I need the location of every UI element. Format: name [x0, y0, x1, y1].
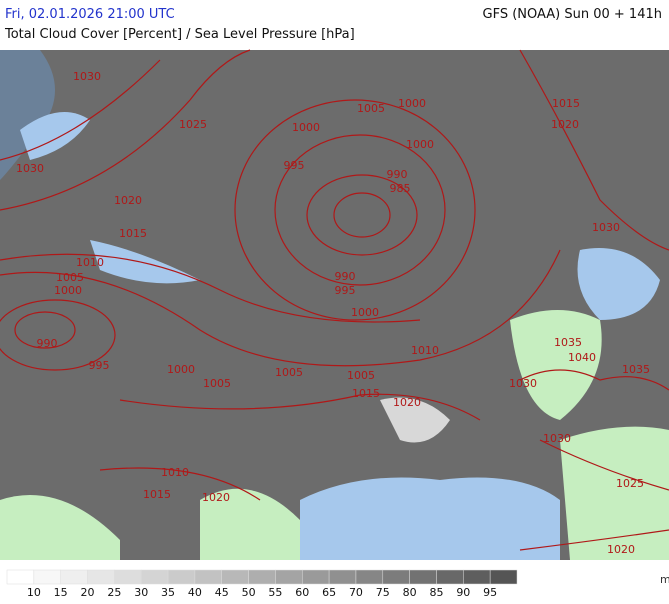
isobar-label: 1030: [543, 432, 571, 445]
legend-label: 40: [188, 586, 202, 599]
datetime: Fri, 02.01.2026 21:00 UTC: [5, 7, 175, 22]
isobar-label: 995: [335, 284, 356, 297]
isobar-label: 1005: [56, 271, 84, 284]
isobar-label: 1005: [203, 377, 231, 390]
legend-label: 15: [54, 586, 68, 599]
subtitle: Total Cloud Cover [Percent] / Sea Level …: [4, 27, 355, 42]
legend-label: 85: [429, 586, 443, 599]
sea: [20, 112, 90, 160]
isobar-label: 1025: [616, 477, 644, 490]
isobar-label: 990: [387, 168, 408, 181]
cloud-patch: [380, 397, 450, 443]
isobar-label: 1020: [202, 491, 230, 504]
isobar-label: 1020: [114, 194, 142, 207]
legend-label: 65: [322, 586, 336, 599]
legend-label: 90: [456, 586, 470, 599]
land: [0, 495, 120, 560]
isobar-label: 1005: [275, 366, 303, 379]
legend-swatch: [489, 569, 518, 585]
legend-label: 95: [483, 586, 497, 599]
isobar-label: 1005: [347, 369, 375, 382]
legend-swatch: [33, 569, 61, 585]
isobars: [0, 49, 669, 551]
legend-swatch: [275, 569, 303, 585]
isobar-label: 1015: [552, 97, 580, 110]
legend-label: 75: [376, 586, 390, 599]
legend-label: 60: [295, 586, 309, 599]
legend-swatch: [436, 569, 464, 585]
isobar-label: 1010: [411, 344, 439, 357]
isobar-label: 1035: [622, 363, 650, 376]
legend-swatch: [463, 569, 491, 585]
legend-swatch: [248, 569, 276, 585]
isobar-label: 1005: [357, 102, 385, 115]
logo: m: [660, 573, 669, 586]
legend-label: 80: [403, 586, 417, 599]
isobar-label: 1015: [119, 227, 147, 240]
isobar-label: 995: [284, 159, 305, 172]
sea: [300, 477, 560, 560]
isobar-label: 1020: [393, 396, 421, 409]
legend-swatch: [60, 569, 88, 585]
legend-swatch: [87, 569, 115, 585]
legend-swatch: [194, 569, 222, 585]
isobar-label: 1030: [73, 70, 101, 83]
isobar-label: 1000: [351, 306, 379, 319]
model-run: GFS (NOAA) Sun 00 + 141h: [483, 7, 662, 22]
legend-swatch: [382, 569, 410, 585]
isobar-label: 1020: [551, 118, 579, 131]
isobar-label: 1010: [161, 466, 189, 479]
legend-swatch: [6, 569, 35, 585]
sea: [0, 50, 55, 180]
isobar-label: 990: [335, 270, 356, 283]
legend-label: 35: [161, 586, 175, 599]
legend-label: 25: [107, 586, 121, 599]
sea: [577, 248, 660, 320]
isobar-label: 1015: [352, 387, 380, 400]
isobar-label: 1030: [509, 377, 537, 390]
land: [560, 426, 669, 560]
legend-swatch: [409, 569, 437, 585]
isobar-label: 1025: [179, 118, 207, 131]
isobar-label: 1000: [292, 121, 320, 134]
isobar-label: 1040: [568, 351, 596, 364]
legend-label: 45: [215, 586, 229, 599]
isobar-label: 995: [89, 359, 110, 372]
isobar-label: 1000: [406, 138, 434, 151]
legend-label: 55: [268, 586, 282, 599]
isobar-label: 985: [390, 182, 411, 195]
isobar-label: 1020: [607, 543, 635, 556]
legend-label: 20: [81, 586, 95, 599]
isobar-label: 1000: [398, 97, 426, 110]
legend-swatch: [302, 569, 330, 585]
legend-swatch: [114, 569, 142, 585]
legend-swatch: [167, 569, 196, 585]
isobar-label: 1010: [76, 256, 104, 269]
map: m: [0, 49, 669, 586]
land: [200, 488, 300, 560]
sea: [90, 240, 200, 284]
isobar-label: 990: [37, 337, 58, 350]
legend-label: 50: [242, 586, 256, 599]
legend-swatch: [328, 569, 357, 585]
isobar-label: 1030: [16, 162, 44, 175]
cloud-field: [0, 50, 669, 560]
isobar-label: 1030: [592, 221, 620, 234]
isobar-label: 1000: [167, 363, 195, 376]
legend-swatch: [140, 569, 169, 585]
isobar-label: 1015: [143, 488, 171, 501]
isobar-label: 1000: [54, 284, 82, 297]
land: [510, 310, 602, 420]
isobar-label: 1035: [554, 336, 582, 349]
legend-label: 10: [27, 586, 41, 599]
legend-label: 70: [349, 586, 363, 599]
legend-label: 30: [134, 586, 148, 599]
legend-swatch: [221, 569, 249, 585]
legend-swatch: [355, 569, 384, 585]
